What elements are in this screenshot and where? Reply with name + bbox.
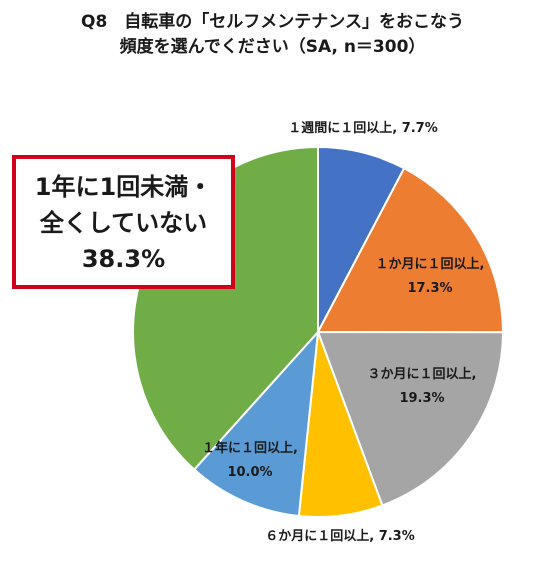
pie-slice [316,330,505,507]
callout-line1: 1年に1回未満・ [34,173,213,201]
pie-slice [316,166,505,334]
slice-data-label: １か月に１回以上, 17.3% [376,257,485,296]
callout-percent: 38.3% [81,245,166,273]
pie-slice [192,329,320,518]
slice-data-label: １年に１回以上, 10.0% [202,440,298,480]
slice-data-label: ３か月に１回以上, 19.3% [368,367,477,406]
slice-data-label: ６か月に１回以上, 7.3% [265,529,415,544]
callout-line2: 全くしていない [39,209,208,237]
slice-data-label: １週間に１回以上, 7.7% [288,121,438,136]
chart-title-line1: Q8 自転車の「セルフメンテナンス」をおこなう [81,12,464,32]
chart-title: Q8 自転車の「セルフメンテナンス」をおこなう 頻度を選んでください（SA, n… [0,10,545,60]
chart-title-line2: 頻度を選んでください（SA, n＝300） [119,37,426,57]
largest-slice-callout: 1年に1回未満・ 全くしていない 38.3% [12,155,235,289]
